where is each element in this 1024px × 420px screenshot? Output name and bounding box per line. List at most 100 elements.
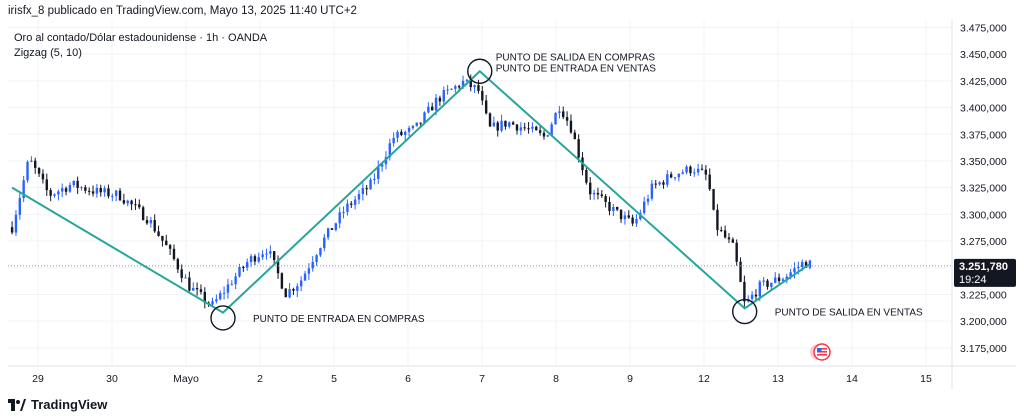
candle-body <box>523 127 526 129</box>
candle-body <box>226 284 230 293</box>
time-tick-label[interactable]: 14 <box>846 373 858 385</box>
candle-body <box>72 180 75 186</box>
candle-body <box>141 207 145 221</box>
time-tick-label[interactable]: 8 <box>553 373 559 385</box>
candle-body <box>666 174 669 185</box>
candle-body <box>801 262 804 267</box>
chart-legend[interactable]: Oro al contado/Dólar estadounidense · 1h… <box>14 31 267 61</box>
candle-body <box>677 173 681 178</box>
candle-body <box>461 80 465 88</box>
time-tick-label[interactable]: 15 <box>920 373 932 385</box>
candle-body <box>138 204 141 208</box>
candle-body <box>735 242 738 262</box>
circle-marker-low-2 <box>732 298 758 325</box>
price-badge-bg <box>954 258 1016 287</box>
candle-body <box>662 182 665 185</box>
annotation-exit-buy: PUNTO DE SALIDA EN COMPRAS <box>496 52 656 63</box>
candle-body <box>750 294 754 299</box>
candle-body <box>754 294 758 297</box>
price-tick-label[interactable]: 3.275,000 <box>960 236 1007 248</box>
price-tick-label[interactable]: 3.375,000 <box>960 129 1007 141</box>
tradingview-logo-icon <box>8 398 26 411</box>
candle-body <box>41 173 45 180</box>
time-scale[interactable]: 29 30 Mayo 2 5 6 7 8 9 12 13 14 15 <box>32 373 932 385</box>
candle-body <box>122 200 126 204</box>
flag-icon[interactable] <box>810 343 831 361</box>
candle-body <box>311 262 314 269</box>
candle-body <box>592 192 596 195</box>
candle-body <box>319 248 322 256</box>
time-tick-label[interactable]: 2 <box>257 373 263 385</box>
candle-body <box>130 200 133 205</box>
time-tick-label[interactable]: 6 <box>405 373 411 385</box>
candle-body <box>353 199 357 205</box>
price-tick-label[interactable]: 3.200,000 <box>960 316 1007 328</box>
candle-body <box>203 291 207 303</box>
indicator-title[interactable]: Zigzag (5, 10) <box>14 47 82 59</box>
zigzag-layer <box>11 69 810 314</box>
price-scale[interactable]: 3.475,000 3.450,000 3.425,000 3.400,000 3.37… <box>960 22 1007 354</box>
time-tick-label[interactable]: 13 <box>772 373 784 385</box>
time-tick-label[interactable]: 5 <box>331 373 337 385</box>
time-tick-label[interactable]: 29 <box>32 373 44 385</box>
time-tick-label[interactable]: 30 <box>106 373 118 385</box>
candle-body <box>743 281 746 302</box>
candle-body <box>234 276 237 285</box>
time-tick-label[interactable]: Mayo <box>173 373 199 385</box>
candle-body <box>631 217 634 224</box>
candle-body <box>407 127 411 132</box>
candle-body <box>804 262 808 268</box>
candle-body <box>26 161 29 181</box>
candle-body <box>326 228 330 238</box>
price-tick-label[interactable]: 3.350,000 <box>960 156 1007 168</box>
time-tick-label[interactable]: 9 <box>627 373 633 385</box>
candle-body <box>569 120 573 133</box>
candle-body <box>446 89 449 91</box>
time-tick-label[interactable]: 12 <box>698 373 710 385</box>
candle-body <box>511 122 515 125</box>
candle-body <box>423 112 426 123</box>
candle-body <box>400 131 403 136</box>
candle-body <box>80 187 83 189</box>
candle-body <box>554 112 557 125</box>
price-tick-label[interactable]: 3.400,000 <box>960 103 1007 115</box>
candle-body <box>303 273 307 281</box>
candle-body <box>527 128 530 130</box>
candle-body <box>299 280 303 287</box>
price-tick-label[interactable]: 3.325,000 <box>960 183 1007 195</box>
candle-body <box>357 194 361 200</box>
time-tick-label[interactable]: 7 <box>479 373 485 385</box>
candle-body <box>797 266 800 269</box>
candle-body <box>604 196 607 202</box>
candle-body <box>288 289 291 298</box>
candle-body <box>457 86 461 88</box>
candle-body <box>134 204 137 206</box>
candle-body <box>658 182 661 185</box>
candle-body <box>608 201 611 211</box>
candle-body <box>238 266 241 277</box>
price-tick-label[interactable]: 3.425,000 <box>960 76 1007 88</box>
candle-body <box>114 190 118 196</box>
candle-body <box>766 280 769 287</box>
price-tick-label[interactable]: 3.475,000 <box>960 22 1007 34</box>
candle-body <box>103 188 106 193</box>
footer-brand[interactable]: TradingView <box>8 397 107 412</box>
candle-body <box>95 187 99 194</box>
circle-marker-top <box>467 58 493 84</box>
candle-body <box>469 79 472 88</box>
candle-body <box>14 214 18 233</box>
candle-body <box>111 195 114 197</box>
candle-body <box>739 261 742 282</box>
price-tick-label[interactable]: 3.300,000 <box>960 209 1007 221</box>
candle-body <box>411 125 415 128</box>
symbol-title[interactable]: Oro al contado/Dólar estadounidense · 1h… <box>14 32 268 44</box>
candle-body <box>758 281 762 297</box>
price-tick-label[interactable]: 3.175,000 <box>960 343 1007 355</box>
candle-body <box>57 191 60 195</box>
price-tick-label[interactable]: 3.225,000 <box>960 289 1007 301</box>
price-tick-label[interactable]: 3.450,000 <box>960 49 1007 61</box>
chart-pane[interactable] <box>8 20 952 372</box>
candle-body <box>165 240 168 246</box>
candle-body <box>538 130 542 133</box>
